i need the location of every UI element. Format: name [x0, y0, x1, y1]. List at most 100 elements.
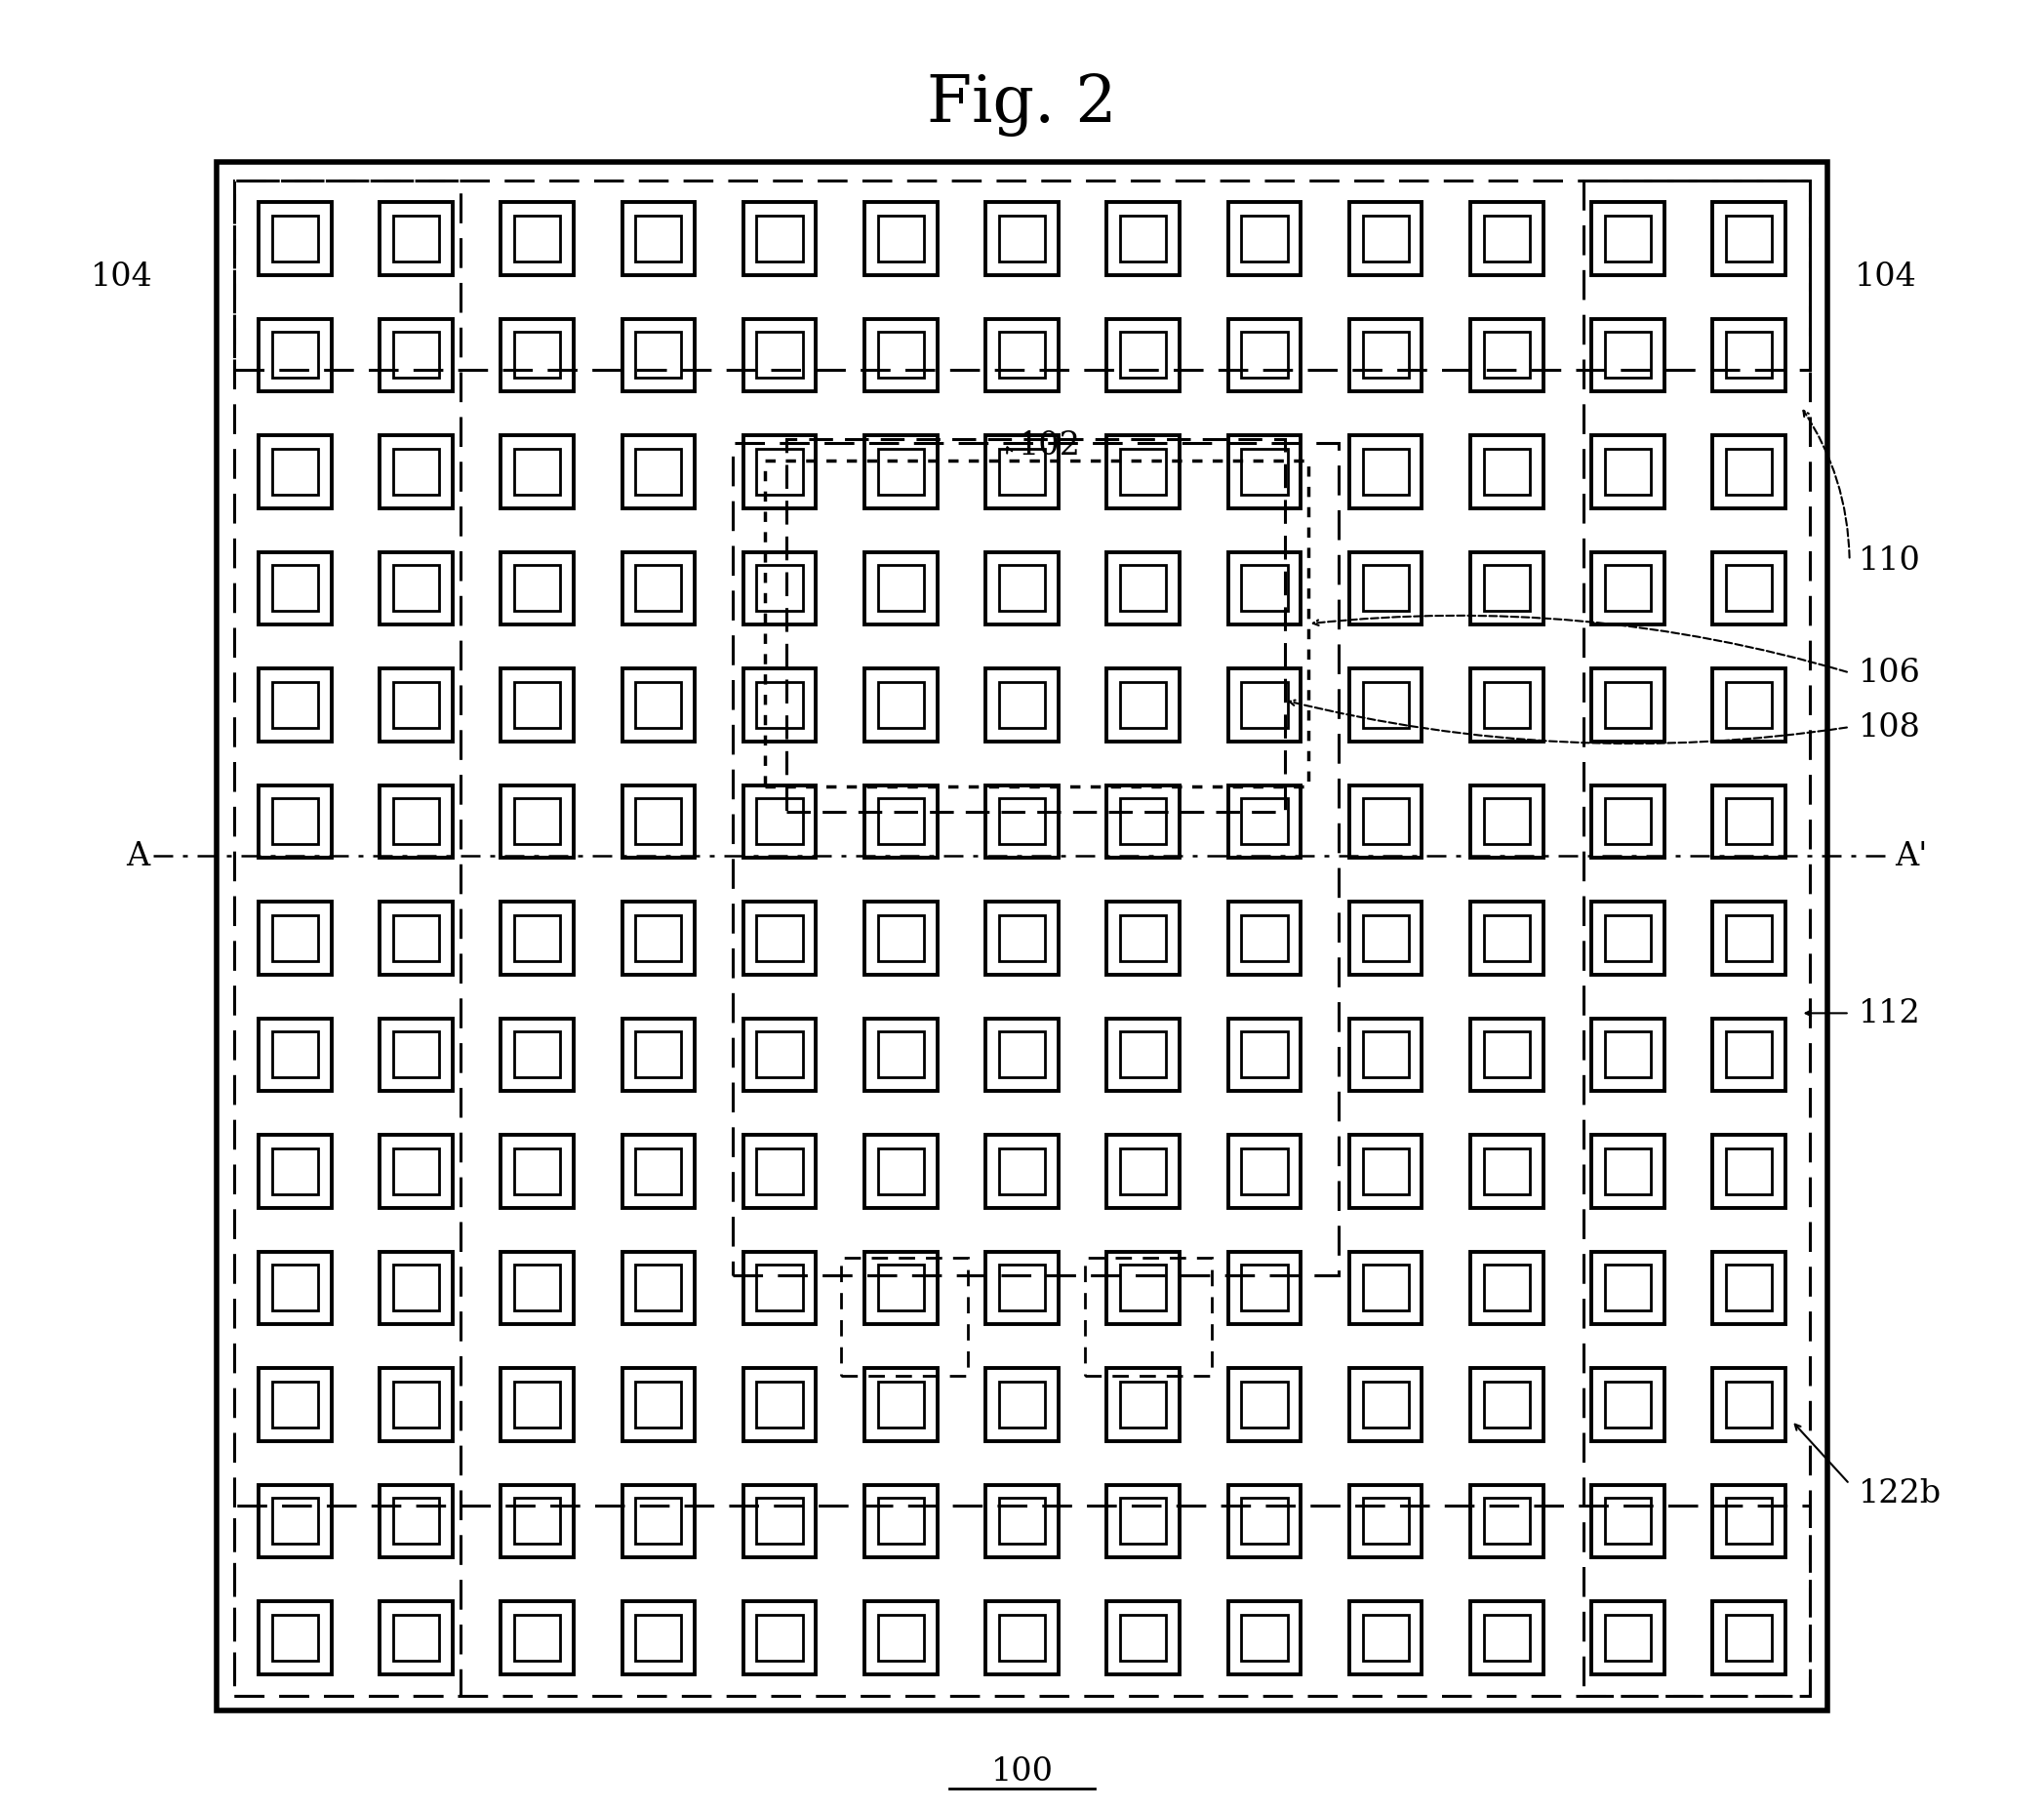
Bar: [501, 1484, 574, 1557]
Bar: [380, 1019, 452, 1091]
Bar: [744, 1019, 816, 1091]
Bar: [1592, 670, 1664, 742]
Bar: [985, 1135, 1059, 1207]
Bar: [501, 901, 574, 976]
Bar: [258, 1135, 331, 1207]
Bar: [1725, 1149, 1772, 1195]
Bar: [1592, 1368, 1664, 1441]
Bar: [235, 181, 1809, 371]
Bar: [865, 670, 936, 742]
Bar: [744, 552, 816, 624]
Text: 100: 100: [991, 1756, 1053, 1786]
Bar: [272, 333, 319, 378]
Bar: [756, 333, 803, 378]
Bar: [865, 901, 936, 976]
Bar: [1349, 1019, 1423, 1091]
Text: 104: 104: [1856, 261, 1917, 293]
Bar: [744, 436, 816, 509]
Bar: [1470, 1135, 1543, 1207]
Bar: [1349, 552, 1423, 624]
Bar: [272, 1499, 319, 1544]
Bar: [1363, 1149, 1408, 1195]
Bar: [865, 1368, 936, 1441]
Bar: [621, 1253, 695, 1325]
Bar: [1484, 1032, 1529, 1079]
Bar: [1484, 1499, 1529, 1544]
Bar: [1725, 215, 1772, 262]
Bar: [1241, 333, 1288, 378]
Bar: [1120, 215, 1167, 262]
Bar: [1713, 1602, 1786, 1674]
Bar: [1241, 1032, 1288, 1079]
Bar: [1470, 203, 1543, 275]
Bar: [1592, 1135, 1664, 1207]
Bar: [985, 203, 1059, 275]
Bar: [1108, 436, 1179, 509]
Bar: [636, 798, 681, 845]
Text: A: A: [125, 840, 149, 872]
Bar: [1000, 567, 1044, 612]
Bar: [787, 440, 1284, 813]
Bar: [985, 1253, 1059, 1325]
Bar: [732, 443, 1339, 1276]
Bar: [756, 682, 803, 728]
Bar: [380, 436, 452, 509]
Bar: [258, 203, 331, 275]
Bar: [258, 319, 331, 393]
Bar: [1725, 1615, 1772, 1662]
Bar: [1241, 798, 1288, 845]
Bar: [1363, 333, 1408, 378]
Bar: [392, 567, 439, 612]
Bar: [1605, 1381, 1652, 1428]
Bar: [756, 215, 803, 262]
Bar: [515, 1032, 560, 1079]
Bar: [1605, 1615, 1652, 1662]
Bar: [1241, 1381, 1288, 1428]
Bar: [501, 670, 574, 742]
Text: A': A': [1895, 840, 1927, 872]
Bar: [756, 1381, 803, 1428]
Bar: [1363, 215, 1408, 262]
Bar: [1349, 1253, 1423, 1325]
Bar: [1470, 1368, 1543, 1441]
Bar: [1605, 682, 1652, 728]
Bar: [1470, 1484, 1543, 1557]
Bar: [515, 682, 560, 728]
Bar: [865, 786, 936, 858]
Bar: [1228, 1602, 1300, 1674]
Bar: [1725, 333, 1772, 378]
Bar: [1605, 1149, 1652, 1195]
Bar: [1713, 1019, 1786, 1091]
Bar: [1592, 203, 1664, 275]
Bar: [1470, 552, 1543, 624]
Bar: [877, 1265, 924, 1310]
Bar: [380, 319, 452, 393]
Bar: [1120, 567, 1167, 612]
Bar: [380, 1484, 452, 1557]
Bar: [515, 1265, 560, 1310]
Bar: [392, 1381, 439, 1428]
Bar: [744, 1368, 816, 1441]
Bar: [501, 319, 574, 393]
Bar: [636, 1381, 681, 1428]
Bar: [877, 1032, 924, 1079]
Bar: [1120, 916, 1167, 961]
Text: 106: 106: [1858, 657, 1921, 690]
Bar: [1000, 1615, 1044, 1662]
Bar: [877, 798, 924, 845]
Bar: [636, 567, 681, 612]
Bar: [636, 1149, 681, 1195]
Bar: [1605, 916, 1652, 961]
Bar: [744, 786, 816, 858]
Bar: [501, 1602, 574, 1674]
Bar: [621, 1368, 695, 1441]
Bar: [1228, 319, 1300, 393]
Bar: [1713, 786, 1786, 858]
Bar: [1349, 901, 1423, 976]
Bar: [380, 1135, 452, 1207]
Bar: [258, 1602, 331, 1674]
Bar: [865, 1484, 936, 1557]
Bar: [1000, 1265, 1044, 1310]
Bar: [1713, 1253, 1786, 1325]
Bar: [621, 1602, 695, 1674]
